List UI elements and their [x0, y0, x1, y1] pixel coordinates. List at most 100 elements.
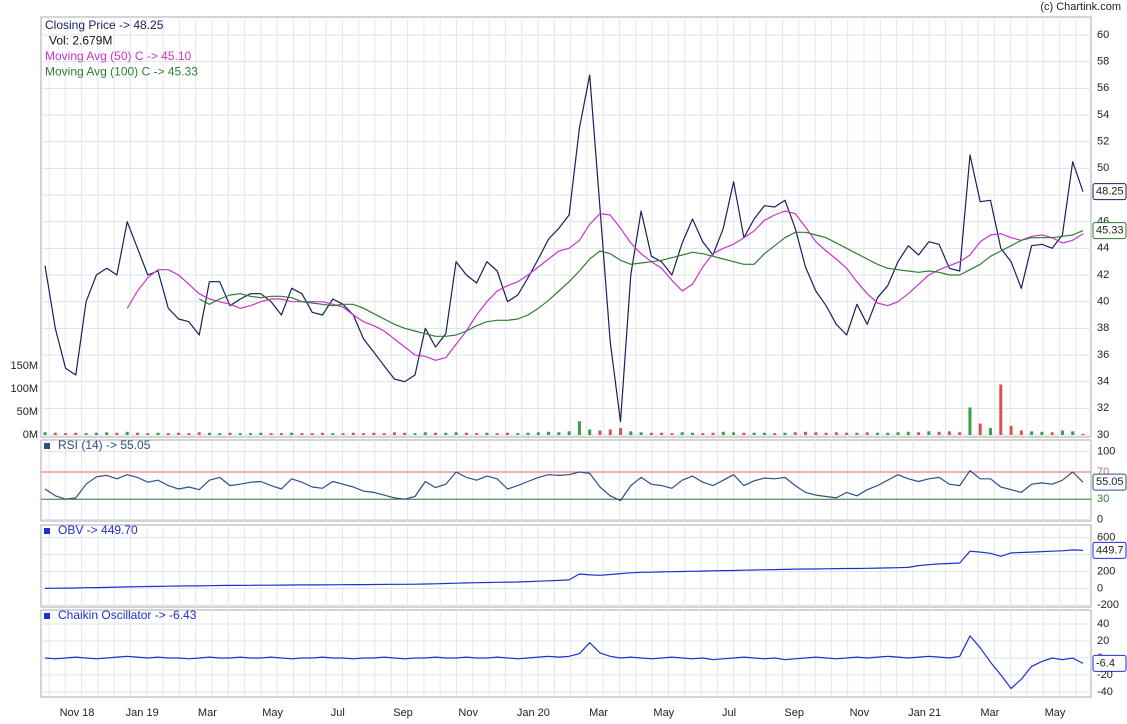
volume-bar [310, 433, 314, 436]
volume-bar [629, 431, 633, 436]
x-tick-label: Sep [784, 707, 804, 719]
volume-bar [1030, 431, 1034, 436]
volume-bar [742, 432, 746, 436]
y-tick-label: 100 [1097, 445, 1115, 457]
volume-bar [762, 432, 766, 436]
volume-bar [238, 433, 242, 436]
volume-bar [927, 431, 931, 436]
volume-bar [773, 433, 777, 436]
volume-bar [187, 433, 191, 436]
volume-bar [999, 384, 1003, 436]
series-line [44, 635, 1084, 690]
volume-bar [341, 433, 345, 436]
x-tick-label: Jan 21 [908, 707, 941, 719]
series-line [126, 210, 1084, 361]
volume-bar [115, 432, 119, 436]
y2-tick-label: 0M [23, 429, 38, 441]
volume-bar [1050, 432, 1054, 436]
volume-bar [290, 432, 294, 436]
plot-area [43, 74, 1085, 436]
volume-bar [207, 432, 211, 436]
x-tick-label: Mar [198, 707, 217, 719]
volume-bar [331, 433, 335, 436]
volume-bar [680, 432, 684, 436]
legend-entry: Closing Price -> 48.25 [45, 18, 164, 32]
y-tick-label: 42 [1097, 269, 1109, 281]
volume-bar [896, 432, 900, 436]
x-tick-label: Nov [850, 707, 870, 719]
volume-bar [947, 431, 951, 436]
x-tick-label: Nov [458, 707, 478, 719]
y-tick-label: 58 [1097, 56, 1109, 68]
series-line [198, 230, 1084, 337]
volume-bar [958, 432, 962, 436]
volume-bar [94, 432, 98, 436]
series-line [44, 549, 1084, 589]
volume-bar [639, 432, 643, 436]
panel-title: Chaikin Oscillator -> -6.43 [58, 608, 197, 622]
volume-bar [43, 432, 47, 436]
x-tick-label: Jan 19 [126, 707, 159, 719]
volume-bar [516, 433, 520, 436]
y-tick-label: 30 [1097, 493, 1109, 505]
credit: (c) Chartink.com [1040, 1, 1121, 13]
volume-bar [752, 432, 756, 436]
volume-bar [434, 432, 438, 436]
volume-bar [721, 431, 725, 436]
volume-bar [495, 433, 499, 436]
volume-bar [423, 432, 427, 436]
volume-bar [362, 433, 366, 436]
volume-bar [690, 432, 694, 436]
panel-title: RSI (14) -> 55.05 [58, 438, 151, 452]
volume-bar [382, 433, 386, 436]
y-tick-label: 60 [1097, 29, 1109, 41]
volume-bar [875, 432, 879, 436]
x-tick-label: Jul [722, 707, 736, 719]
y-tick-label: 50 [1097, 162, 1109, 174]
x-tick-label: May [1045, 707, 1066, 719]
volume-bar [649, 432, 653, 436]
volume-bar [413, 433, 417, 436]
volume-bar [105, 432, 109, 436]
last-value-label: -6.4 [1096, 657, 1115, 669]
panel-frame [40, 439, 1092, 522]
y-tick-label: 34 [1097, 376, 1109, 388]
volume-bar [711, 432, 715, 436]
y-tick-label: 44 [1097, 242, 1109, 254]
volume-bar [906, 431, 910, 436]
panel-frame [40, 16, 1092, 438]
x-tick-label: Mar [980, 707, 999, 719]
volume-bar [166, 433, 170, 436]
y-tick-label: -40 [1097, 686, 1113, 698]
volume-bar [978, 423, 982, 436]
last-value-label: 45.33 [1096, 225, 1124, 237]
volume-bar [1040, 431, 1044, 436]
volume-bar [64, 433, 68, 436]
volume-bar [855, 432, 859, 436]
y-tick-label: 0 [1097, 582, 1103, 594]
volume-bar [485, 432, 489, 436]
y-tick-label: 32 [1097, 402, 1109, 414]
volume-bar [300, 433, 304, 436]
volume-bar [804, 431, 808, 436]
last-value-box [1092, 183, 1127, 201]
volume-bar [135, 432, 139, 436]
volume-bar [1071, 431, 1075, 436]
volume-bar [701, 433, 705, 436]
last-value-box [1092, 222, 1127, 240]
volume-bar [84, 433, 88, 436]
volume-bar [588, 429, 592, 436]
y-tick-label: -200 [1097, 599, 1119, 611]
x-tick-label: May [653, 707, 674, 719]
y-tick-label: 56 [1097, 82, 1109, 94]
volume-bar [53, 432, 57, 436]
legend-entry: Vol: 2.679M [49, 34, 112, 48]
last-value-box [1092, 541, 1127, 559]
volume-bar [269, 433, 273, 436]
volume-bar [670, 433, 674, 436]
volume-bar [1060, 430, 1064, 436]
legend-marker [44, 528, 50, 534]
volume-bar [351, 432, 355, 436]
volume-bar [320, 432, 324, 436]
y-tick-label: 52 [1097, 136, 1109, 148]
